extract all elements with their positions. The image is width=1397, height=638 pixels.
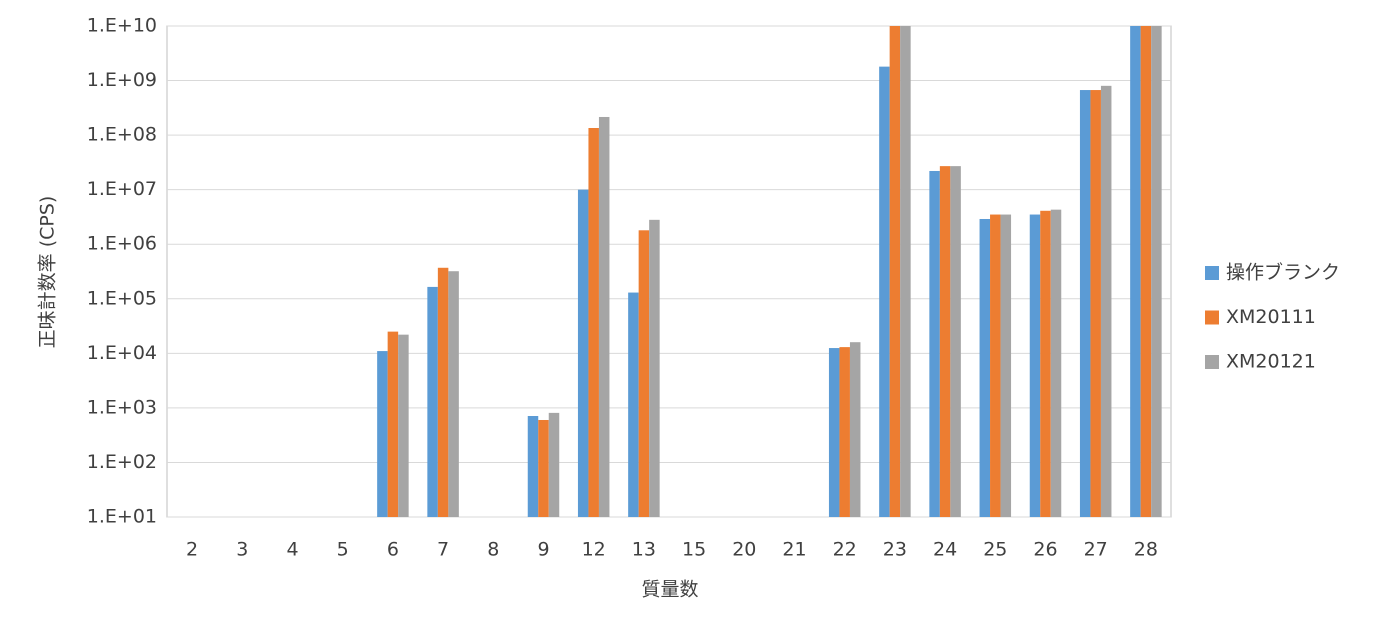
x-tick-label: 20 bbox=[732, 539, 756, 561]
x-tick-label: 12 bbox=[582, 539, 606, 561]
bar bbox=[628, 292, 639, 517]
bar bbox=[1029, 214, 1041, 517]
y-tick-label: 1.E+05 bbox=[87, 287, 157, 309]
bar bbox=[398, 334, 409, 517]
bar bbox=[879, 66, 890, 517]
x-axis-label: 質量数 bbox=[641, 579, 698, 601]
x-tick-label: 25 bbox=[983, 539, 1007, 561]
bar bbox=[1079, 90, 1091, 518]
bar bbox=[548, 412, 560, 517]
y-tick-label: 1.E+02 bbox=[87, 451, 157, 473]
y-axis-label: 正味計数率 (CPS) bbox=[37, 196, 59, 349]
bar bbox=[538, 419, 549, 517]
y-tick-label: 1.E+03 bbox=[87, 396, 157, 418]
x-tick-label: 15 bbox=[682, 539, 706, 561]
x-tick-label: 22 bbox=[833, 539, 857, 561]
bar bbox=[427, 286, 438, 517]
legend-label: 操作ブランク bbox=[1226, 261, 1340, 284]
legend-swatch bbox=[1205, 266, 1219, 280]
bar bbox=[1050, 209, 1062, 517]
y-tick-label: 1.E+01 bbox=[87, 506, 157, 528]
x-tick-label: 6 bbox=[387, 539, 399, 561]
x-tick-label: 9 bbox=[537, 539, 549, 561]
x-tick-label: 8 bbox=[487, 539, 499, 561]
bar bbox=[929, 170, 940, 518]
bar bbox=[1040, 210, 1051, 518]
bar bbox=[638, 230, 650, 517]
y-tick-label: 1.E+07 bbox=[87, 178, 157, 200]
legend-swatch bbox=[1205, 355, 1219, 369]
x-tick-label: 2 bbox=[186, 539, 198, 561]
x-tick-label: 21 bbox=[782, 539, 806, 561]
bar bbox=[527, 416, 539, 517]
bar bbox=[849, 342, 861, 517]
bar bbox=[1130, 26, 1141, 517]
x-tick-label: 13 bbox=[632, 539, 656, 561]
y-tick-label: 1.E+08 bbox=[87, 124, 157, 146]
bar bbox=[448, 271, 459, 517]
x-tick-label: 5 bbox=[337, 539, 349, 561]
y-tick-label: 1.E+06 bbox=[87, 233, 157, 255]
bar bbox=[1090, 90, 1101, 518]
bar bbox=[598, 116, 610, 518]
bar bbox=[939, 166, 951, 518]
y-tick-label: 1.E+04 bbox=[87, 342, 157, 364]
bar bbox=[950, 166, 961, 518]
bar bbox=[588, 128, 599, 518]
x-tick-label: 7 bbox=[437, 539, 449, 561]
y-tick-label: 1.E+09 bbox=[87, 69, 157, 91]
bar bbox=[990, 214, 1001, 517]
bar bbox=[900, 26, 911, 517]
bar bbox=[828, 348, 840, 517]
plot-frame bbox=[166, 25, 1172, 518]
bar bbox=[377, 351, 388, 517]
bar bbox=[1100, 85, 1112, 518]
x-tick-label: 4 bbox=[286, 539, 298, 561]
x-tick-label: 3 bbox=[236, 539, 248, 561]
bar bbox=[979, 218, 991, 517]
bar bbox=[1000, 214, 1012, 517]
legend-swatch bbox=[1205, 310, 1219, 325]
y-tick-label: 1.E+10 bbox=[87, 15, 157, 37]
bar bbox=[1151, 26, 1162, 517]
x-tick-label: 27 bbox=[1084, 539, 1108, 561]
bar bbox=[437, 267, 449, 517]
bar bbox=[649, 219, 660, 517]
bar bbox=[577, 189, 589, 517]
bar bbox=[387, 331, 399, 517]
x-tick-label: 26 bbox=[1033, 539, 1057, 561]
bar bbox=[839, 347, 850, 517]
x-tick-label: 24 bbox=[933, 539, 957, 561]
legend-label: XM20111 bbox=[1226, 306, 1316, 328]
bar bbox=[1140, 26, 1152, 517]
x-tick-label: 23 bbox=[883, 539, 907, 561]
bar bbox=[889, 26, 901, 517]
x-tick-label: 28 bbox=[1134, 539, 1158, 561]
legend-label: XM20121 bbox=[1226, 351, 1316, 373]
